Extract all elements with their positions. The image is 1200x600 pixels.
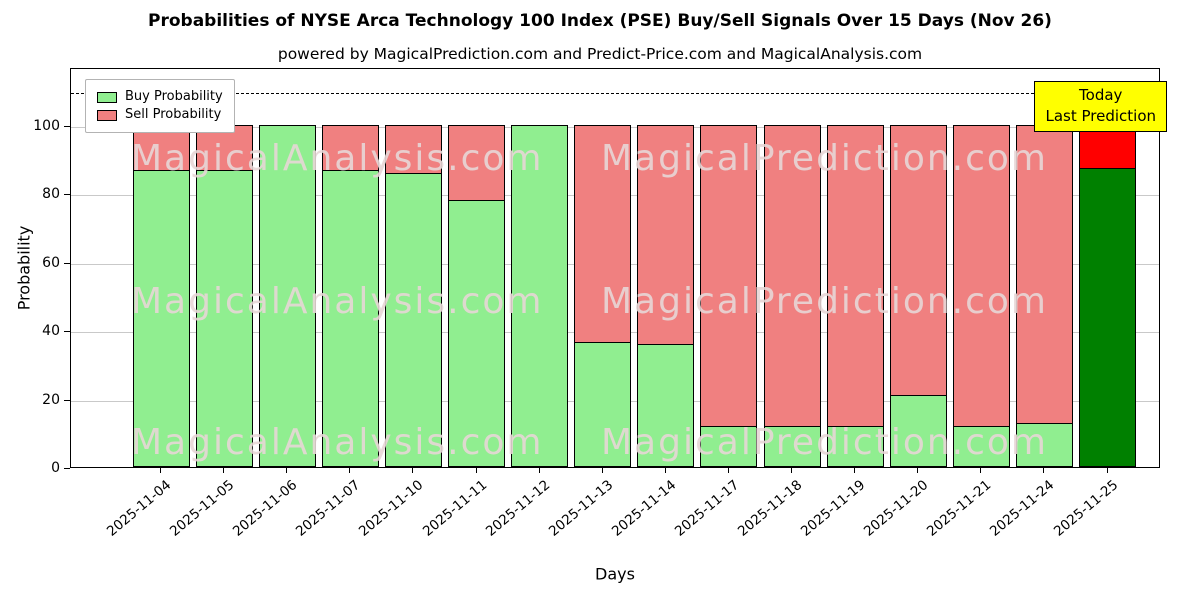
today-annotation: Today Last Prediction: [1034, 81, 1167, 132]
x-tick-2025-11-12: 2025-11-12: [482, 477, 553, 540]
bar-2025-11-17-sell: [700, 125, 758, 427]
bar-2025-11-24-sell: [1015, 125, 1073, 424]
x-tick-mark: [727, 468, 729, 473]
y-tick-mark: [64, 331, 70, 333]
legend-sell-swatch: [97, 109, 117, 121]
x-tick-2025-11-14: 2025-11-14: [608, 477, 680, 540]
bar-2025-11-13-sell: [574, 125, 632, 344]
x-tick-mark: [917, 468, 919, 473]
x-tick-2025-11-25: 2025-11-25: [1050, 477, 1121, 540]
legend-buy-label: Buy Probability: [125, 89, 223, 104]
x-tick-mark: [854, 468, 856, 473]
bar-2025-11-12-buy: [511, 125, 569, 467]
x-tick-mark: [349, 468, 351, 473]
x-tick-2025-11-06: 2025-11-06: [230, 477, 301, 540]
y-tick-mark: [64, 262, 70, 264]
x-tick-2025-11-24: 2025-11-24: [987, 477, 1058, 540]
bars-layer: [71, 69, 1159, 467]
bar-2025-11-11-buy: [448, 200, 505, 467]
bar-2025-11-10-buy: [384, 172, 442, 467]
x-tick-2025-11-10: 2025-11-10: [356, 477, 427, 540]
x-tick-2025-11-07: 2025-11-07: [293, 477, 364, 540]
watermark-text: MagicalAnalysis.com: [131, 422, 544, 463]
bar-2025-11-13-buy: [574, 342, 632, 467]
bar-2025-11-04-buy: [132, 169, 190, 467]
x-tick-mark: [538, 468, 540, 473]
plot-area: MagicalAnalysis.com MagicalPrediction.com…: [70, 68, 1167, 468]
x-tick-2025-11-05: 2025-11-05: [166, 477, 238, 540]
x-tick-mark: [475, 468, 477, 473]
x-tick-mark: [223, 468, 225, 473]
legend-item-buy: Buy Probability: [97, 89, 223, 105]
x-tick-2025-11-11: 2025-11-11: [419, 477, 490, 540]
bar-2025-11-14-buy: [637, 343, 695, 467]
y-tick-20: 20: [42, 391, 60, 408]
x-tick-2025-11-21: 2025-11-21: [924, 477, 995, 540]
bar-2025-11-18-sell: [763, 125, 821, 427]
x-tick-mark: [601, 468, 603, 473]
y-tick-mark: [64, 194, 70, 196]
x-tick-2025-11-18: 2025-11-18: [734, 477, 806, 540]
x-tick-mark: [160, 468, 161, 473]
bar-2025-11-19-buy: [826, 425, 884, 467]
watermark-layer: MagicalAnalysis.com MagicalPrediction.com…: [71, 69, 1159, 467]
threshold-dashed-line: [71, 92, 1159, 94]
y-tick-mark: [64, 399, 70, 401]
bar-2025-11-06-buy: [258, 125, 316, 467]
legend-item-sell: Sell Probability: [97, 107, 223, 123]
today-annotation-line2: Last Prediction: [1045, 107, 1156, 125]
bar-2025-11-19-sell: [826, 125, 884, 427]
x-tick-mark: [791, 468, 792, 473]
x-tick-2025-11-19: 2025-11-19: [797, 477, 869, 540]
y-tick-60: 60: [42, 254, 60, 271]
x-tick-mark: [412, 468, 414, 473]
watermark-text: MagicalPrediction.com: [601, 281, 1048, 322]
today-annotation-line1: Today: [1079, 86, 1123, 104]
x-tick-mark: [980, 468, 982, 473]
bar-2025-11-17-buy: [700, 425, 758, 467]
bar-2025-11-24-buy: [1015, 422, 1073, 467]
bar-2025-11-18-buy: [763, 425, 821, 467]
bar-2025-11-25-sell: [1079, 125, 1136, 169]
watermark-text: MagicalPrediction.com: [601, 138, 1048, 179]
x-tick-mark: [1106, 468, 1108, 473]
y-tick-mark: [64, 468, 70, 469]
bar-2025-11-05-buy: [195, 169, 253, 467]
x-tick-2025-11-04: 2025-11-04: [103, 477, 175, 540]
bar-2025-11-21-sell: [952, 125, 1010, 427]
x-tick-mark: [664, 468, 666, 473]
y-tick-0: 0: [51, 460, 60, 476]
chart-title: Probabilities of NYSE Arca Technology 10…: [148, 11, 1052, 31]
watermark-text: MagicalAnalysis.com: [131, 281, 544, 322]
legend: Buy Probability Sell Probability: [85, 79, 235, 133]
bar-2025-11-10-sell: [384, 125, 442, 174]
bar-2025-11-20-sell: [889, 125, 947, 397]
x-tick-2025-11-17: 2025-11-17: [671, 477, 743, 540]
y-tick-100: 100: [33, 118, 60, 135]
bar-2025-11-07-buy: [321, 169, 379, 467]
watermark-text: MagicalAnalysis.com: [131, 138, 544, 179]
y-tick-80: 80: [42, 186, 60, 203]
x-tick-2025-11-20: 2025-11-20: [861, 477, 932, 540]
watermark-text: MagicalPrediction.com: [601, 422, 1048, 463]
legend-buy-swatch: [97, 91, 117, 103]
bar-2025-11-20-buy: [889, 395, 947, 467]
bar-2025-11-14-sell: [637, 125, 695, 345]
bar-2025-11-11-sell: [448, 125, 505, 202]
x-tick-mark: [286, 468, 288, 473]
chart-subtitle: powered by MagicalPrediction.com and Pre…: [277, 45, 923, 63]
x-axis-label: Days: [595, 564, 635, 584]
x-tick-2025-11-13: 2025-11-13: [545, 477, 616, 540]
x-tick-mark: [1043, 468, 1045, 473]
legend-sell-label: Sell Probability: [125, 107, 222, 122]
y-tick-mark: [64, 126, 70, 128]
bar-2025-11-07-sell: [321, 125, 379, 171]
y-tick-40: 40: [42, 323, 60, 340]
bar-2025-11-25-buy: [1079, 167, 1136, 467]
